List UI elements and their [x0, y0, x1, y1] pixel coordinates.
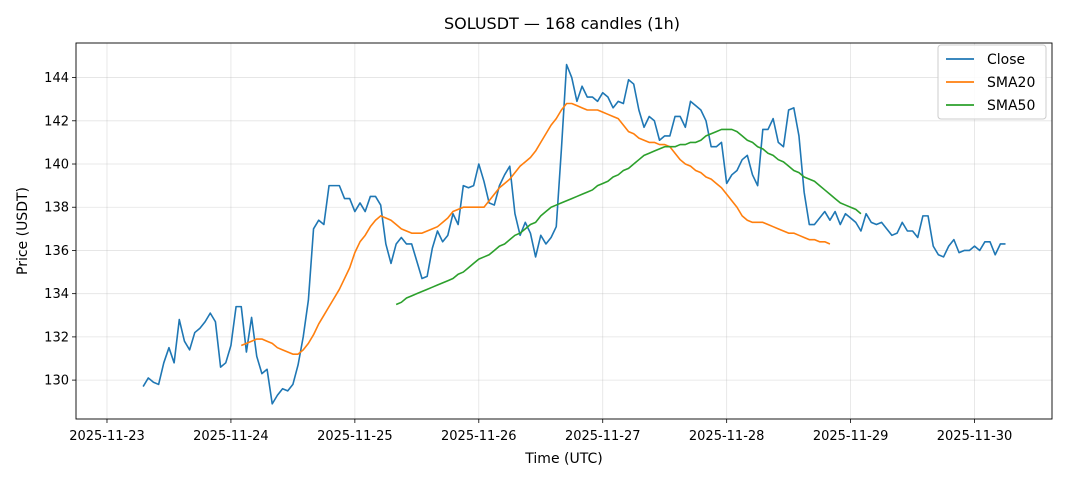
- grid-lines: [76, 43, 1052, 419]
- y-tick-label-7: 144: [44, 71, 69, 86]
- axis-ticks: 2025-11-23 2025-11-24 2025-11-25 2025-11-26…: [44, 71, 1012, 444]
- x-tick-label-7: 2025-11-30: [937, 429, 1013, 444]
- plot-area-frame: [75, 42, 1053, 420]
- chart-title: SOLUSDT — 168 candles (1h): [444, 14, 680, 33]
- legend-label-sma50: SMA50: [987, 98, 1035, 114]
- y-tick-label-1: 132: [44, 330, 69, 345]
- series-line-close: [142, 63, 1006, 405]
- series-line-sma20: [240, 102, 831, 355]
- y-tick-label-3: 136: [44, 244, 69, 259]
- y-tick-label-6: 142: [44, 114, 69, 129]
- x-tick-label-1: 2025-11-24: [193, 429, 269, 444]
- legend-box: [937, 44, 1047, 120]
- y-axis-label: Price (USDT): [15, 187, 31, 275]
- legend-label-close: Close: [987, 52, 1025, 68]
- y-tick-label-4: 138: [44, 201, 69, 216]
- x-tick-label-2: 2025-11-25: [317, 429, 393, 444]
- legend: Close SMA20 SMA50: [937, 44, 1047, 120]
- y-tick-label-2: 134: [44, 287, 69, 302]
- x-tick-label-5: 2025-11-28: [689, 429, 765, 444]
- series-line-sma50: [395, 128, 862, 306]
- y-tick-label-5: 140: [44, 158, 69, 173]
- series-lines: [142, 63, 1006, 405]
- x-tick-label-3: 2025-11-26: [441, 429, 517, 444]
- x-tick-label-4: 2025-11-27: [565, 429, 641, 444]
- x-axis-label: Time (UTC): [524, 451, 602, 467]
- legend-label-sma20: SMA20: [987, 75, 1035, 91]
- y-tick-label-0: 130: [44, 374, 69, 389]
- x-tick-label-0: 2025-11-23: [69, 429, 145, 444]
- x-tick-label-6: 2025-11-29: [813, 429, 889, 444]
